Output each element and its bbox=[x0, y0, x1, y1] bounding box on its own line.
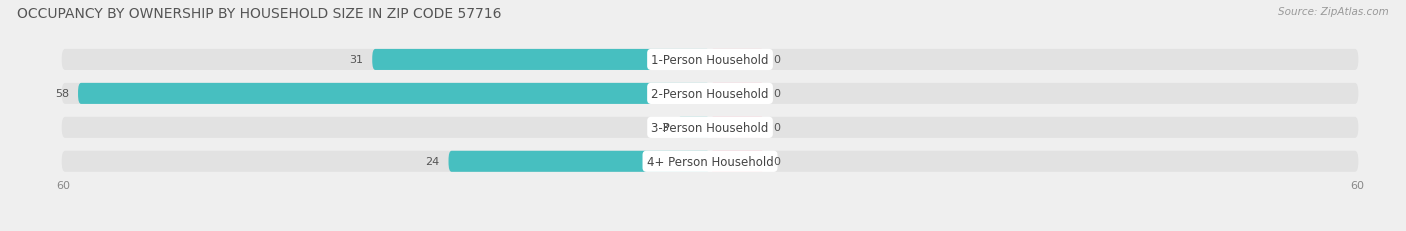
FancyBboxPatch shape bbox=[62, 151, 1358, 172]
FancyBboxPatch shape bbox=[62, 117, 1358, 138]
Text: 60: 60 bbox=[56, 180, 70, 190]
Text: 58: 58 bbox=[55, 89, 69, 99]
Text: 2-Person Household: 2-Person Household bbox=[651, 88, 769, 100]
FancyBboxPatch shape bbox=[678, 117, 710, 138]
Text: OCCUPANCY BY OWNERSHIP BY HOUSEHOLD SIZE IN ZIP CODE 57716: OCCUPANCY BY OWNERSHIP BY HOUSEHOLD SIZE… bbox=[17, 7, 502, 21]
FancyBboxPatch shape bbox=[79, 83, 710, 104]
FancyBboxPatch shape bbox=[710, 151, 765, 172]
Text: 1-Person Household: 1-Person Household bbox=[651, 54, 769, 67]
FancyBboxPatch shape bbox=[62, 83, 1358, 104]
Text: 0: 0 bbox=[773, 157, 780, 167]
Text: 0: 0 bbox=[773, 123, 780, 133]
Text: 60: 60 bbox=[1350, 180, 1364, 190]
Text: 0: 0 bbox=[773, 89, 780, 99]
Text: 3: 3 bbox=[662, 123, 669, 133]
FancyBboxPatch shape bbox=[710, 50, 765, 71]
FancyBboxPatch shape bbox=[62, 50, 1358, 71]
Text: 31: 31 bbox=[350, 55, 364, 65]
FancyBboxPatch shape bbox=[710, 83, 765, 104]
FancyBboxPatch shape bbox=[373, 50, 710, 71]
Text: 24: 24 bbox=[426, 157, 440, 167]
Text: Source: ZipAtlas.com: Source: ZipAtlas.com bbox=[1278, 7, 1389, 17]
Text: 4+ Person Household: 4+ Person Household bbox=[647, 155, 773, 168]
FancyBboxPatch shape bbox=[449, 151, 710, 172]
Text: 0: 0 bbox=[773, 55, 780, 65]
FancyBboxPatch shape bbox=[710, 117, 765, 138]
Text: 3-Person Household: 3-Person Household bbox=[651, 121, 769, 134]
